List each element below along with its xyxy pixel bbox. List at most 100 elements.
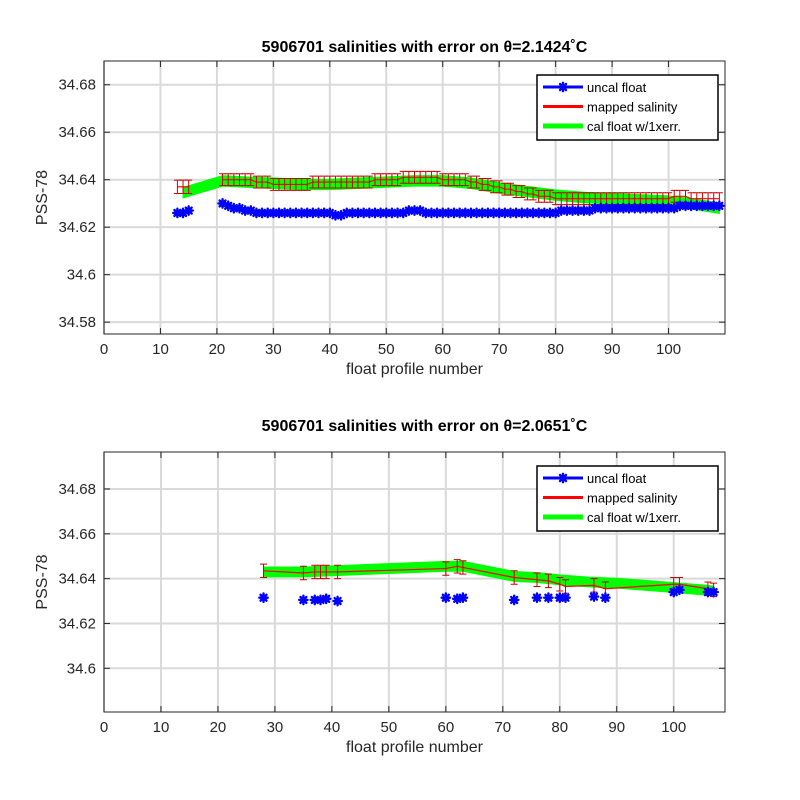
y-tick-label: 34.58 <box>58 314 96 331</box>
x-tick-label: 20 <box>209 341 226 358</box>
uncal-float-point <box>217 198 228 209</box>
mapped-salinity-errorbar <box>365 175 373 189</box>
x-tick-label: 0 <box>100 719 108 736</box>
mapped-salinity-errorbar <box>484 178 492 191</box>
uncal-float-point <box>629 202 641 214</box>
uncal-float-point <box>708 200 720 212</box>
uncal-float-point <box>315 594 326 606</box>
uncal-float-point <box>296 207 307 219</box>
mapped-salinity-errorbar <box>495 180 503 194</box>
y-tick-label: 34.62 <box>58 219 96 236</box>
mapped-salinity-errorbar <box>334 564 342 580</box>
uncal-float-point <box>442 207 454 219</box>
uncal-float-point <box>612 202 624 214</box>
legend-label: cal float w/1xerr. <box>587 510 681 525</box>
chart-2: 0 10 20 30 40 50 60 70 80 90 100 34.6 34.62 34.64 34.6… <box>34 418 726 756</box>
x-tick-label: 100 <box>656 341 681 358</box>
chart-title: 5906701 salinities with error on θ=2.142… <box>262 39 588 56</box>
x-tick-label: 80 <box>547 341 564 358</box>
mapped-salinity-errorbar <box>518 185 526 198</box>
y-tick-label: 34.6 <box>67 660 96 677</box>
uncal-float-point <box>234 202 245 214</box>
uncal-float-point <box>554 592 566 604</box>
uncal-float-point <box>352 207 364 219</box>
mapped-salinity-errorbar <box>461 173 469 187</box>
y-tick-label: 34.66 <box>58 124 96 141</box>
mapped-salinity-errorbar <box>264 175 272 189</box>
uncal-float-point <box>471 207 482 219</box>
uncal-float-point <box>595 202 607 214</box>
y-tick-label: 34.68 <box>58 77 96 94</box>
legend-label: cal float w/1xerr. <box>587 119 681 134</box>
y-tick-label: 34.66 <box>58 526 96 543</box>
uncal-float-point <box>177 207 189 219</box>
mapped-salinity-errorbar <box>556 577 564 592</box>
uncal-float-point <box>330 209 341 221</box>
x-tick-label: 100 <box>661 719 686 736</box>
uncal-float-point <box>222 200 234 212</box>
uncal-float-point <box>273 207 285 219</box>
y-tick-label: 34.6 <box>67 267 96 284</box>
uncal-float-point <box>646 202 658 214</box>
uncal-float-point <box>465 207 477 219</box>
plot-content <box>171 170 725 221</box>
mapped-salinity-errorbar <box>546 189 554 203</box>
uncal-float-point <box>459 207 471 219</box>
x-tick-label: 20 <box>210 719 227 736</box>
x-tick-label: 70 <box>494 719 511 736</box>
uncal-float-point <box>555 205 567 216</box>
x-tick-label: 90 <box>608 719 625 736</box>
uncal-float-point <box>663 202 674 214</box>
uncal-float-point <box>482 207 494 219</box>
uncal-float-point <box>578 205 590 216</box>
mapped-salinity-errorbar <box>442 561 450 576</box>
y-tick-label: 34.64 <box>58 571 96 588</box>
y-tick-label: 34.68 <box>58 481 96 498</box>
x-tick-label: 90 <box>604 341 621 358</box>
x-tick-label: 60 <box>434 341 451 358</box>
uncal-float-point <box>358 207 370 219</box>
uncal-float-point <box>589 202 601 214</box>
mapped-salinity-errorbar <box>506 182 514 196</box>
mapped-salinity-errorbar <box>260 563 268 579</box>
mapped-salinity-errorbar <box>473 175 481 189</box>
mapped-salinity-errorbar <box>459 560 467 575</box>
x-tick-label: 50 <box>381 719 398 736</box>
uncal-float-point <box>702 200 714 212</box>
uncal-float-point <box>397 207 409 219</box>
legend-star-marker <box>557 81 569 93</box>
uncal-float-point <box>363 207 375 219</box>
uncal-float-point <box>324 207 336 219</box>
uncal-float-point <box>409 205 420 216</box>
uncal-float-point <box>606 202 618 214</box>
mapped-salinity-errorbar <box>247 173 255 187</box>
mapped-salinity-errorbar <box>322 564 330 580</box>
x-axis-label: float profile number <box>346 361 484 378</box>
uncal-float-point <box>533 207 545 219</box>
uncal-float-point <box>380 207 392 219</box>
uncal-float-point <box>392 207 403 219</box>
mapped-salinity-line <box>263 565 714 591</box>
uncal-float-point <box>572 205 584 216</box>
mapped-salinity-errorbar <box>394 173 402 187</box>
chart-title: 5906701 salinities with error on θ=2.065… <box>262 418 588 435</box>
mapped-salinity-errorbar <box>433 170 441 184</box>
uncal-float-point <box>640 202 652 214</box>
legend-label: mapped salinity <box>587 100 678 115</box>
mapped-salinity-errorbar <box>299 565 307 581</box>
uncal-float-point <box>680 200 691 212</box>
x-tick-label: 10 <box>153 719 170 736</box>
uncal-float-point <box>403 205 415 216</box>
uncal-float-point <box>522 207 533 219</box>
uncal-float-point <box>183 205 195 216</box>
uncal-float-point <box>386 207 398 219</box>
uncal-float-point <box>668 586 680 598</box>
uncal-float-point <box>298 594 309 606</box>
y-tick-label: 34.64 <box>58 172 96 189</box>
uncal-float-point <box>508 594 520 606</box>
uncal-float-point <box>309 594 321 606</box>
mapped-salinity-errorbar <box>510 570 518 585</box>
y-tick-label: 34.62 <box>58 615 96 632</box>
uncal-float-point <box>493 207 505 219</box>
